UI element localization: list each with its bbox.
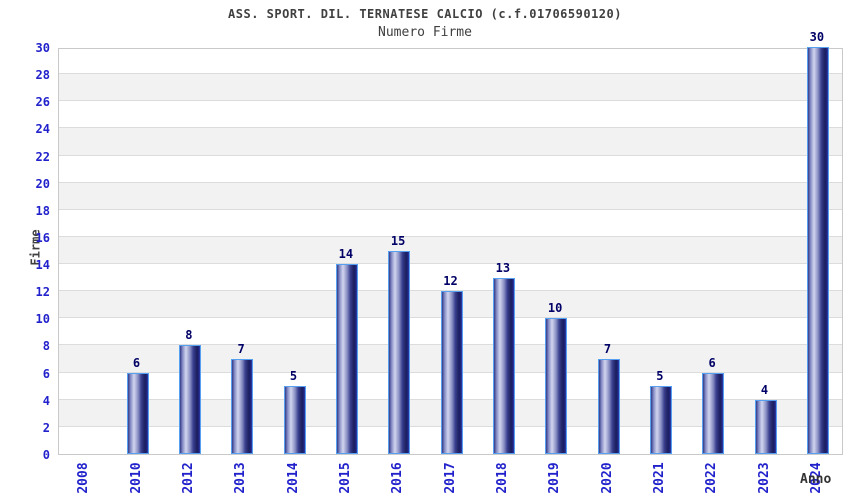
x-tick-label-2021: 2021 <box>651 462 667 494</box>
value-label-2019: 10 <box>547 301 563 316</box>
y-tick-label-6: 6 <box>42 366 50 381</box>
y-tick-label-16: 16 <box>35 230 50 245</box>
plot-band <box>59 182 842 210</box>
value-label-2013: 7 <box>237 342 245 357</box>
gridline <box>59 235 842 237</box>
y-tick-label-8: 8 <box>42 339 50 354</box>
x-tick-label-2015: 2015 <box>337 462 353 494</box>
x-tick-label-2022: 2022 <box>704 462 720 494</box>
value-label-2023: 4 <box>760 382 769 397</box>
chart-subtitle: Numero Firme <box>378 25 472 40</box>
y-tick-label-18: 18 <box>35 203 50 218</box>
y-tick-label-0: 0 <box>42 448 50 462</box>
plot-band <box>59 101 842 128</box>
x-tick-label-2016: 2016 <box>390 462 406 494</box>
value-label-2021: 5 <box>656 369 664 384</box>
value-label-2015: 14 <box>338 247 354 262</box>
x-tick-label-2014: 2014 <box>285 462 301 494</box>
value-label-2012: 8 <box>185 328 193 343</box>
x-tick-label-2012: 2012 <box>180 462 196 494</box>
gridline <box>59 154 842 156</box>
x-tick-label-2013: 2013 <box>233 462 249 494</box>
value-label-2020: 7 <box>603 342 612 357</box>
y-tick-label-26: 26 <box>35 95 50 110</box>
y-tick-label-20: 20 <box>35 176 50 191</box>
bar-2016 <box>388 250 411 454</box>
x-tick-label-2017: 2017 <box>442 462 458 494</box>
x-tick-label-2008: 2008 <box>76 462 92 494</box>
x-tick-label-2010: 2010 <box>128 462 144 494</box>
gridline <box>59 100 842 102</box>
bar-2024 <box>806 47 829 454</box>
bar-2019 <box>545 318 568 454</box>
bar-2013 <box>231 359 254 454</box>
value-label-2022: 6 <box>708 355 716 370</box>
gridline <box>59 290 842 292</box>
value-label-2024: 30 <box>809 30 825 44</box>
y-tick-label-12: 12 <box>35 285 50 300</box>
chart-title: ASS. SPORT. DIL. TERNATESE CALCIO (c.f.0… <box>228 7 622 21</box>
y-tick-label-14: 14 <box>35 258 50 273</box>
bar-2018 <box>492 277 515 454</box>
y-tick-label-30: 30 <box>35 41 50 55</box>
y-tick-label-28: 28 <box>35 68 50 83</box>
value-label-2014: 5 <box>289 369 298 384</box>
x-tick-label-2019: 2019 <box>547 462 563 494</box>
plot-band <box>59 156 842 183</box>
y-tick-label-10: 10 <box>35 312 50 327</box>
bar-2021 <box>649 386 672 454</box>
x-axis-title: Anno <box>800 472 832 487</box>
y-tick-label-2: 2 <box>42 420 50 435</box>
bar-2023 <box>754 399 777 454</box>
x-tick-label-2023: 2023 <box>756 462 772 494</box>
bar-2010 <box>126 372 149 454</box>
value-label-2010: 6 <box>132 355 141 370</box>
plot-band <box>59 236 842 265</box>
x-tick-label-2020: 2020 <box>599 462 615 494</box>
value-label-2017: 12 <box>443 274 458 289</box>
gridline <box>59 181 842 183</box>
plot-band <box>59 128 842 156</box>
gridline <box>59 73 842 75</box>
y-tick-label-22: 22 <box>35 149 50 164</box>
plot-area <box>58 47 843 455</box>
gridline <box>59 127 842 129</box>
bar-2022 <box>702 372 725 454</box>
gridline <box>59 263 842 265</box>
plot-band <box>59 47 842 74</box>
plot-band <box>59 74 842 102</box>
plot-band <box>59 210 842 237</box>
x-tick-label-2018: 2018 <box>494 462 510 494</box>
bar-2012 <box>178 345 201 454</box>
bar-2015 <box>335 264 358 454</box>
bar-2014 <box>283 386 306 454</box>
y-tick-label-24: 24 <box>35 122 50 137</box>
bar-2020 <box>597 359 620 454</box>
gridline <box>59 208 842 210</box>
value-label-2016: 15 <box>390 233 406 248</box>
bar-2017 <box>440 291 463 454</box>
value-label-2018: 13 <box>495 260 511 275</box>
y-tick-label-4: 4 <box>42 393 50 408</box>
